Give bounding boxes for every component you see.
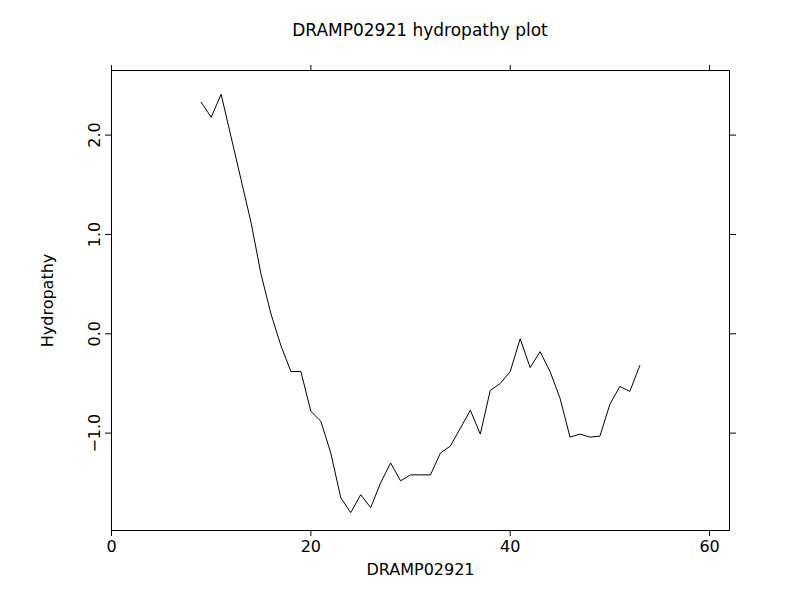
svg-text:−1.0: −1.0 — [85, 414, 104, 453]
html-text:DRAMP02921 hydropathy plot: DRAMP02921 hydropathy plot — [292, 20, 548, 40]
svg-text:2.0: 2.0 — [85, 122, 104, 147]
svg-text:1.0: 1.0 — [85, 222, 104, 247]
svg-text:40: 40 — [500, 537, 520, 556]
svg-text:20: 20 — [301, 537, 321, 556]
svg-text:60: 60 — [699, 537, 719, 556]
svg-text:Hydropathy: Hydropathy — [38, 254, 57, 348]
svg-text:0: 0 — [106, 537, 116, 556]
svg-text:0.0: 0.0 — [85, 321, 104, 346]
svg-text:DRAMP02921: DRAMP02921 — [366, 560, 474, 579]
